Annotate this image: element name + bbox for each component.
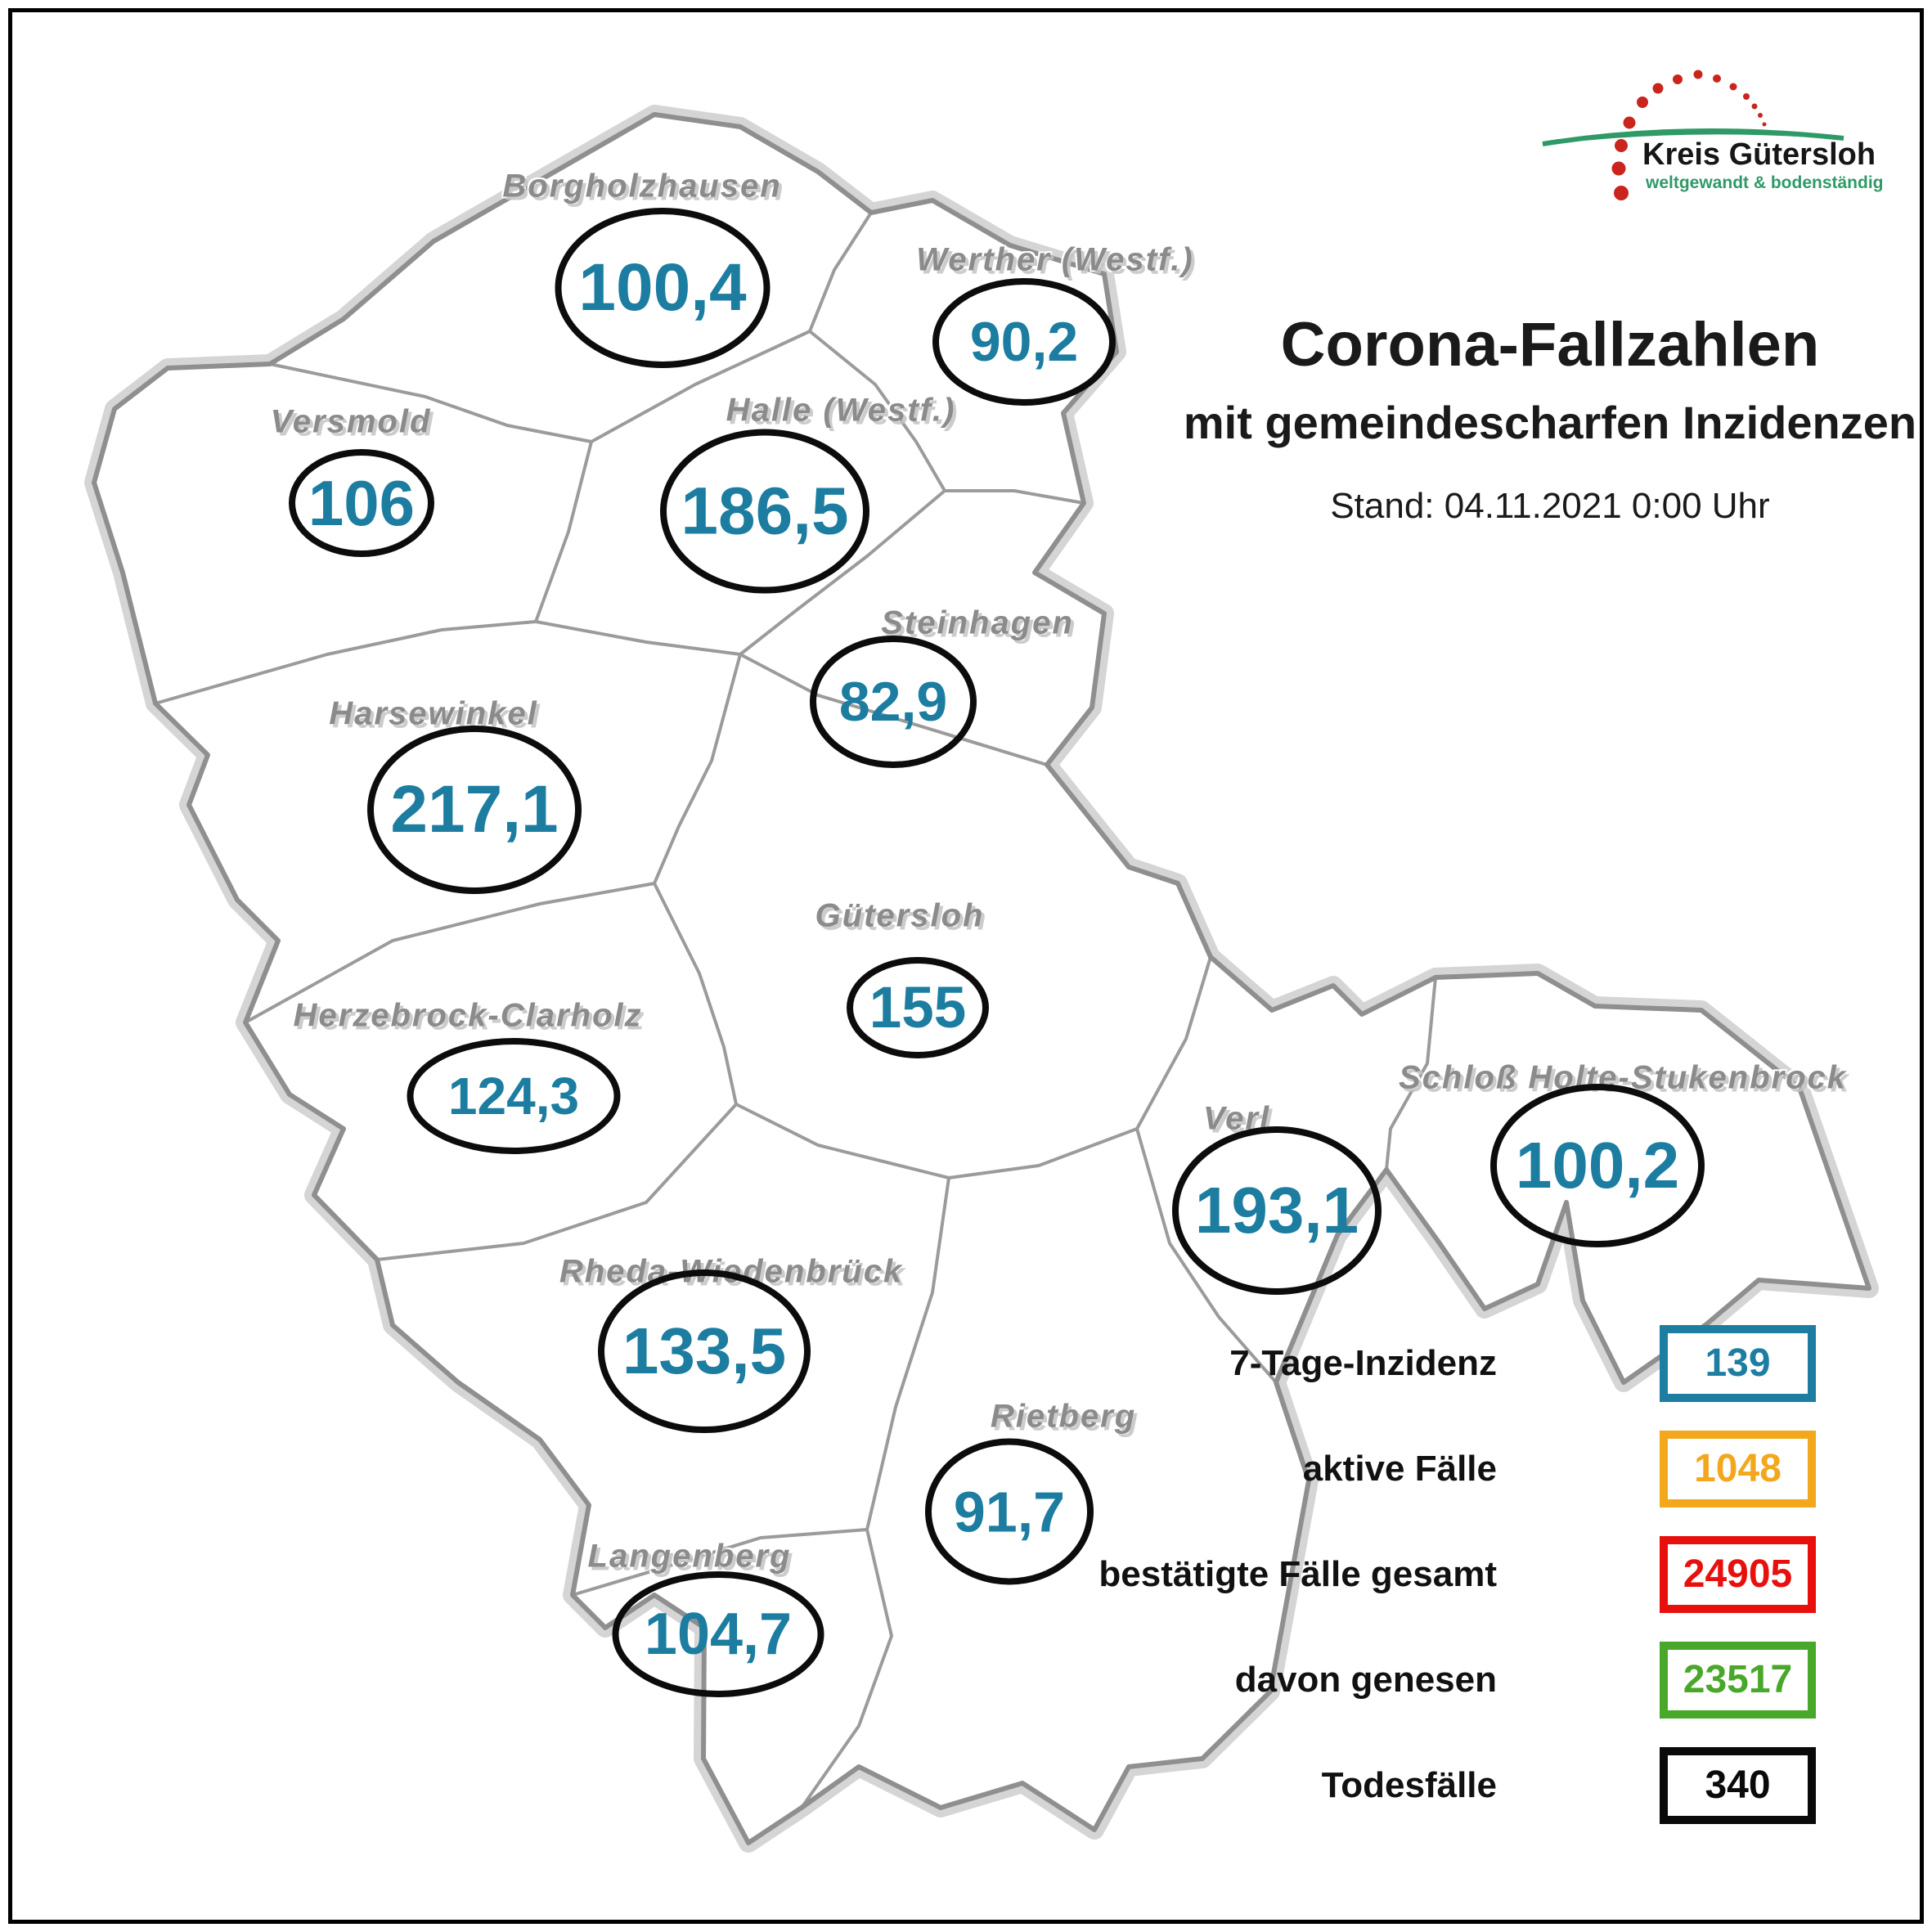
municipality-label: Herzebrock-Clarholz bbox=[293, 997, 643, 1034]
incidence-ellipse: 100,2 bbox=[1490, 1084, 1705, 1247]
district-boundary bbox=[92, 112, 1871, 1845]
legend-value: 1048 bbox=[1694, 1447, 1781, 1490]
incidence-ellipse: 82,9 bbox=[810, 636, 977, 768]
logo-dot bbox=[1751, 103, 1758, 110]
incidence-value: 186,5 bbox=[681, 474, 849, 548]
municipal-border-line bbox=[154, 620, 537, 705]
logo-dot bbox=[1758, 113, 1763, 118]
municipal-border-line bbox=[865, 1176, 950, 1531]
municipal-border-line bbox=[943, 489, 1085, 505]
incidence-ellipse: 133,5 bbox=[598, 1269, 811, 1433]
legend-value: 24905 bbox=[1683, 1552, 1793, 1596]
legend-value-box: 340 bbox=[1660, 1747, 1816, 1824]
incidence-ellipse: 106 bbox=[289, 449, 434, 557]
legend-value-box: 1048 bbox=[1660, 1431, 1816, 1507]
logo-dot bbox=[1693, 70, 1703, 79]
incidence-ellipse: 104,7 bbox=[612, 1571, 824, 1697]
municipality-label: Langenberg bbox=[587, 1538, 792, 1575]
logo-name: Kreis Gütersloh bbox=[1642, 137, 1876, 172]
legend-label: 7-Tage-Inzidenz bbox=[1229, 1343, 1497, 1383]
date-stamp: Stand: 04.11.2021 0:00 Uhr bbox=[1330, 486, 1770, 526]
municipality-label: Gütersloh bbox=[815, 897, 985, 934]
municipal-border-line bbox=[947, 1127, 1139, 1179]
logo-dot bbox=[1673, 74, 1683, 84]
incidence-ellipse: 100,4 bbox=[555, 208, 771, 368]
incidence-ellipse: 193,1 bbox=[1172, 1126, 1382, 1295]
logo-arc-dots bbox=[1611, 70, 1767, 200]
municipal-borders bbox=[154, 211, 1437, 1809]
incidence-ellipse: 90,2 bbox=[932, 278, 1116, 406]
legend-value-box: 139 bbox=[1660, 1325, 1816, 1402]
logo-dot bbox=[1729, 83, 1737, 91]
logo-swoosh-inner bbox=[1542, 132, 1844, 146]
logo-tagline: weltgewandt & bodenständig bbox=[1646, 173, 1884, 192]
municipal-border-line bbox=[590, 330, 811, 443]
incidence-value: 133,5 bbox=[622, 1314, 787, 1387]
municipality-label: Versmold bbox=[270, 403, 432, 440]
incidence-value: 100,2 bbox=[1515, 1129, 1680, 1202]
municipal-border-line bbox=[800, 1528, 893, 1809]
municipal-border-line bbox=[653, 882, 738, 1106]
kreis-guetersloh-logo-graphic bbox=[1542, 70, 1844, 200]
incidence-ellipse: 124,3 bbox=[407, 1038, 621, 1154]
legend-value: 23517 bbox=[1683, 1658, 1793, 1701]
municipality-label: Harsewinkel bbox=[329, 695, 538, 732]
incidence-ellipse: 186,5 bbox=[660, 429, 869, 594]
page-subtitle: mit gemeindescharfen Inzidenzen bbox=[1183, 397, 1917, 448]
municipal-border-line bbox=[244, 882, 656, 1024]
logo-dot bbox=[1611, 161, 1626, 176]
municipality-label: Borgholzhausen bbox=[502, 168, 782, 204]
municipal-border-line bbox=[739, 489, 946, 656]
logo-dot bbox=[1713, 74, 1721, 83]
legend-label: Todesfälle bbox=[1321, 1765, 1497, 1805]
incidence-value: 100,4 bbox=[578, 250, 747, 325]
incidence-value: 104,7 bbox=[644, 1602, 793, 1667]
incidence-value: 193,1 bbox=[1194, 1174, 1359, 1247]
municipal-border-line bbox=[1385, 976, 1437, 1171]
page-title: Corona-Fallzahlen bbox=[1280, 310, 1820, 380]
municipal-border-line bbox=[534, 620, 742, 656]
municipal-border-line bbox=[1135, 1127, 1278, 1384]
legend-value-box: 23517 bbox=[1660, 1642, 1816, 1719]
incidence-value: 124,3 bbox=[447, 1067, 580, 1126]
incidence-value: 106 bbox=[308, 467, 416, 539]
incidence-ellipse: 155 bbox=[847, 957, 989, 1058]
legend-value-box: 24905 bbox=[1660, 1536, 1816, 1613]
incidence-ellipse: 91,7 bbox=[925, 1438, 1094, 1585]
municipal-border-line bbox=[653, 653, 742, 885]
municipality-label: Steinhagen bbox=[881, 604, 1074, 641]
incidence-value: 155 bbox=[869, 975, 967, 1040]
logo-dot bbox=[1623, 116, 1636, 129]
municipal-border-line bbox=[571, 1528, 869, 1597]
incidence-value: 217,1 bbox=[390, 772, 559, 847]
legend-value: 340 bbox=[1705, 1764, 1771, 1807]
legend-value: 139 bbox=[1705, 1341, 1771, 1385]
municipal-border-line bbox=[534, 440, 593, 623]
municipal-border-line bbox=[268, 362, 593, 443]
legend-label: aktive Fälle bbox=[1302, 1449, 1497, 1489]
incidence-value: 82,9 bbox=[838, 671, 948, 733]
legend-label: davon genesen bbox=[1234, 1660, 1497, 1700]
legend-label: bestätigte Fälle gesamt bbox=[1099, 1554, 1497, 1594]
incidence-value: 91,7 bbox=[953, 1480, 1066, 1543]
logo-dot bbox=[1637, 97, 1648, 108]
logo-dot bbox=[1652, 83, 1664, 94]
logo-dot bbox=[1743, 93, 1750, 100]
municipality-label: Halle (Westf.) bbox=[726, 392, 956, 429]
incidence-value: 90,2 bbox=[969, 311, 1079, 373]
municipal-border-line bbox=[808, 330, 946, 492]
logo-dot bbox=[1615, 139, 1628, 152]
incidence-ellipse: 217,1 bbox=[367, 726, 582, 894]
logo-dot bbox=[1614, 186, 1629, 200]
municipality-label: Rietberg bbox=[990, 1398, 1137, 1435]
municipal-border-line bbox=[735, 1103, 950, 1179]
municipality-label: Werther (Westf.) bbox=[916, 241, 1194, 278]
municipal-border-line bbox=[808, 211, 873, 333]
municipal-border-line bbox=[375, 1103, 738, 1261]
logo-dot bbox=[1762, 122, 1767, 127]
municipal-border-line bbox=[1135, 955, 1212, 1130]
